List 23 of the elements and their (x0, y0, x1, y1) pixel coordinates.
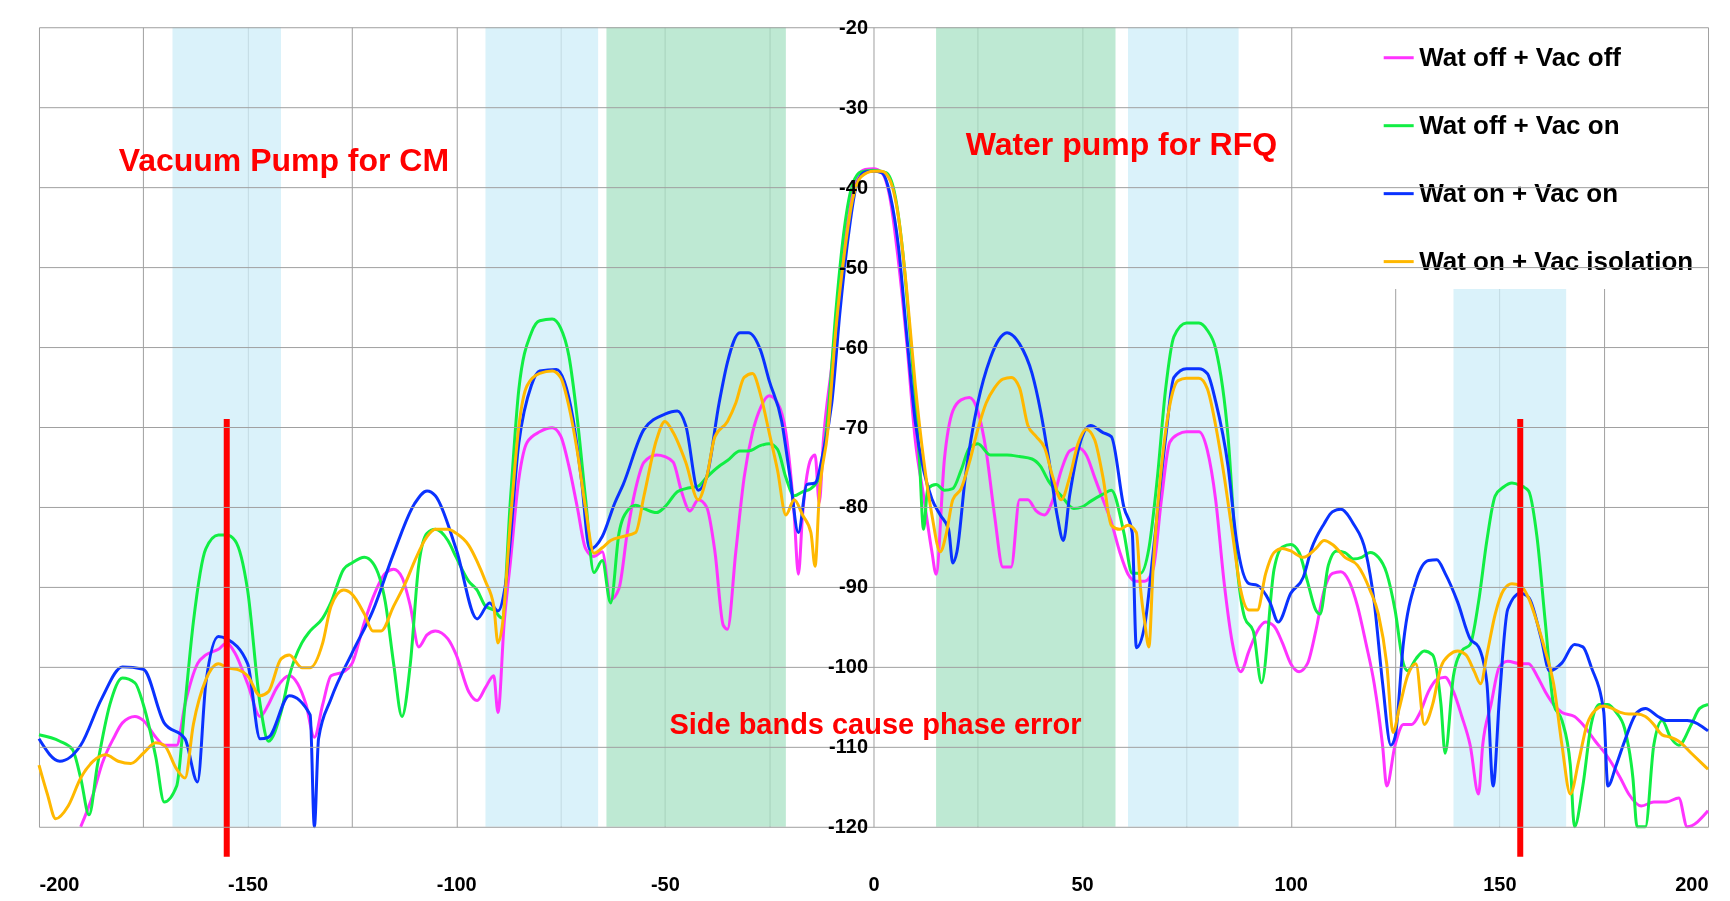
y-tick-label: -20 (839, 15, 868, 38)
legend-label: Wat on + Vac on (1419, 177, 1619, 208)
x-tick-label: -50 (650, 873, 680, 896)
x-tick-label: -100 (436, 873, 477, 896)
y-tick-label: -120 (828, 815, 868, 838)
x-tick-label: 0 (868, 873, 880, 896)
y-tick-label: -90 (839, 575, 868, 598)
x-tick-label: -200 (39, 873, 80, 896)
x-tick-label: 200 (1675, 873, 1709, 896)
legend-label: Wat off + Vac off (1419, 41, 1622, 72)
legend-label: Wat off + Vac on (1419, 109, 1620, 140)
annotation: Vacuum Pump for CM (118, 142, 450, 179)
x-tick-label: -150 (228, 873, 269, 896)
x-tick-label: 100 (1274, 873, 1308, 896)
annotation: Water pump for RFQ (965, 126, 1278, 163)
y-tick-label: -30 (839, 95, 868, 118)
x-tick-label: 150 (1483, 873, 1517, 896)
y-tick-label: -80 (839, 495, 868, 518)
x-tick-label: 50 (1071, 873, 1094, 896)
y-tick-label: -70 (839, 415, 868, 438)
y-tick-label: -60 (839, 335, 868, 358)
legend-label: Wat on + Vac isolation (1419, 245, 1694, 276)
y-tick-label: -100 (828, 655, 868, 678)
